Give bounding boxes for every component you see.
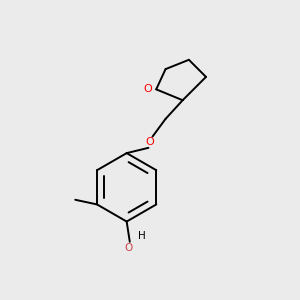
- Text: H: H: [139, 231, 146, 241]
- Text: O: O: [143, 84, 152, 94]
- Text: O: O: [146, 137, 154, 147]
- Text: O: O: [124, 243, 132, 253]
